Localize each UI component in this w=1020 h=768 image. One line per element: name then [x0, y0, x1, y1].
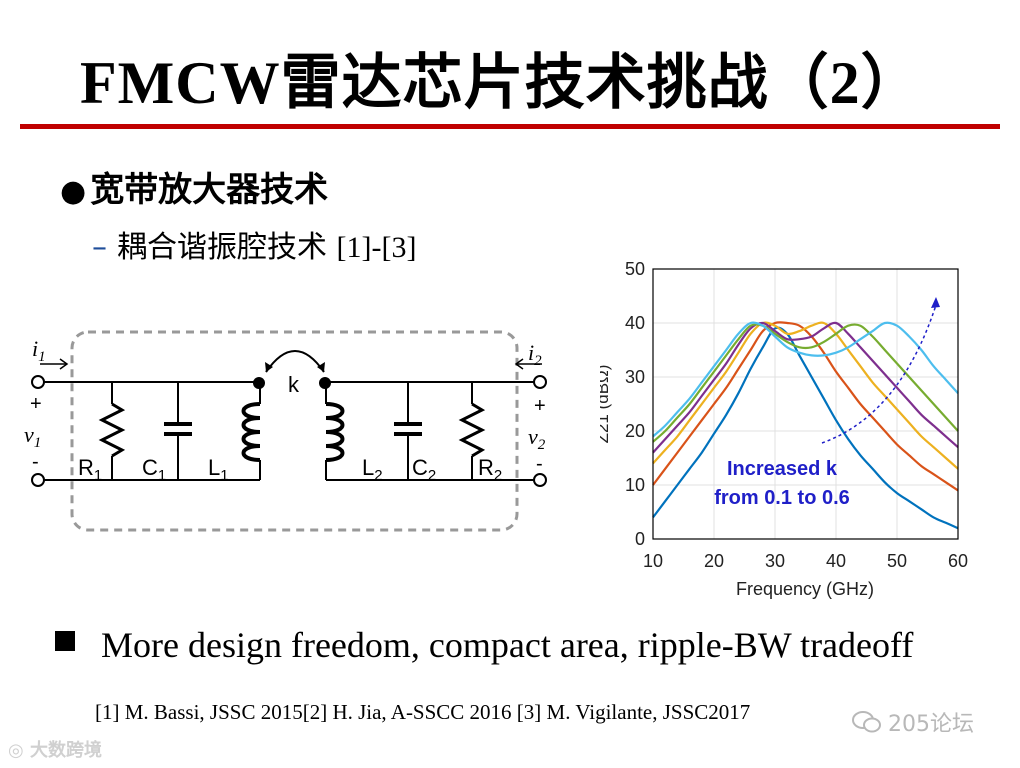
label-minus-right: -	[536, 453, 543, 475]
label-k: k	[288, 372, 300, 397]
chart-xlabel: Frequency (GHz)	[736, 579, 874, 599]
chart-ylabel: Z21 (dBΩ)	[600, 365, 612, 444]
label-r2: R2	[478, 455, 502, 484]
dot-l1	[253, 377, 265, 389]
circuit-enclosure	[70, 330, 519, 532]
label-i2: i2	[528, 340, 542, 369]
bottom-bullet: More design freedom, compact area, rippl…	[55, 624, 913, 666]
series-line-k=0.1	[652, 326, 959, 530]
main-bullet-text: 宽带放大器技术	[90, 170, 329, 210]
series-line-k=0.4	[652, 321, 959, 454]
watermark-right: 205论坛	[852, 706, 974, 738]
watermark-left: ◎ 大数跨境	[8, 736, 102, 762]
sub-bullet-dash-icon: –	[92, 230, 107, 265]
port1-top-terminal	[31, 375, 45, 389]
x-tick-label: 60	[948, 551, 968, 571]
label-r1: R1	[78, 455, 102, 484]
y-tick-label: 10	[625, 475, 645, 495]
trend-arrow	[821, 304, 937, 444]
dot-l2	[319, 377, 331, 389]
capacitor-c2	[394, 382, 422, 480]
port2-top-terminal	[533, 375, 547, 389]
y-tick-label: 40	[625, 313, 645, 333]
series-line-k=0.5	[652, 323, 959, 443]
y-tick-label: 20	[625, 421, 645, 441]
y-tick-label: 30	[625, 367, 645, 387]
label-v1: v1	[24, 422, 41, 451]
trend-arrowhead-icon	[931, 297, 940, 308]
x-tick-label: 40	[826, 551, 846, 571]
inductor-l1	[241, 382, 261, 480]
label-minus-left: -	[32, 451, 39, 473]
y-tick-label: 0	[635, 529, 645, 549]
wechat-icon	[852, 711, 881, 733]
watermark-right-text: 205论坛	[888, 712, 974, 737]
coupling-arc	[265, 350, 325, 373]
capacitor-c1	[164, 382, 192, 480]
bullet-dot-icon: ●	[60, 174, 87, 209]
x-tick-label: 20	[704, 551, 724, 571]
series-line-k=0.3	[652, 321, 959, 470]
port1-bottom-terminal	[31, 473, 45, 487]
label-plus-left: +	[30, 393, 42, 415]
main-bullet: ● 宽带放大器技术	[60, 162, 328, 211]
label-l2: L2	[362, 455, 383, 484]
sub-bullet: – 耦合谐振腔技术 [1]-[3]	[92, 222, 417, 266]
label-plus-right: +	[534, 395, 546, 417]
watermark-left-icon: ◎	[8, 740, 30, 761]
sub-bullet-text: 耦合谐振腔技术	[117, 230, 327, 265]
references: [1] M. Bassi, JSSC 2015[2] H. Jia, A-SSC…	[95, 700, 751, 724]
label-c2: C2	[412, 455, 436, 484]
chart-annotation-line2: from 0.1 to 0.6	[714, 487, 850, 509]
bottom-bullet-text: More design freedom, compact area, rippl…	[101, 625, 914, 665]
resistor-r2	[458, 382, 486, 480]
label-i1: i1	[32, 336, 46, 365]
port2-bottom-terminal	[533, 473, 547, 487]
x-tick-label: 30	[765, 551, 785, 571]
label-c1: C1	[142, 455, 166, 484]
series-line-k=0.2	[652, 321, 959, 492]
label-l1: L1	[208, 455, 229, 484]
y-tick-label: 50	[625, 259, 645, 279]
slide-title: FMCW雷达芯片技术挑战（2）	[80, 50, 922, 116]
sub-bullet-refs: [1]-[3]	[336, 231, 417, 264]
coupled-resonator-circuit: k i1 i2 + v1 - + v2 - R1 C1 L1 L2 C2 R2	[24, 330, 547, 532]
watermark-left-text: 大数跨境	[29, 740, 102, 761]
title-divider	[20, 124, 1000, 129]
series-line-k=0.6	[652, 321, 959, 438]
inductor-l2	[325, 382, 345, 480]
label-v2: v2	[528, 424, 546, 453]
chart-annotation-line1: Increased k	[727, 458, 838, 480]
x-tick-label: 50	[887, 551, 907, 571]
x-tick-label: 10	[643, 551, 663, 571]
square-bullet-icon	[55, 631, 75, 651]
chart-plot-frame	[652, 268, 959, 540]
resistor-r1	[98, 382, 126, 480]
chart-series	[652, 321, 959, 530]
